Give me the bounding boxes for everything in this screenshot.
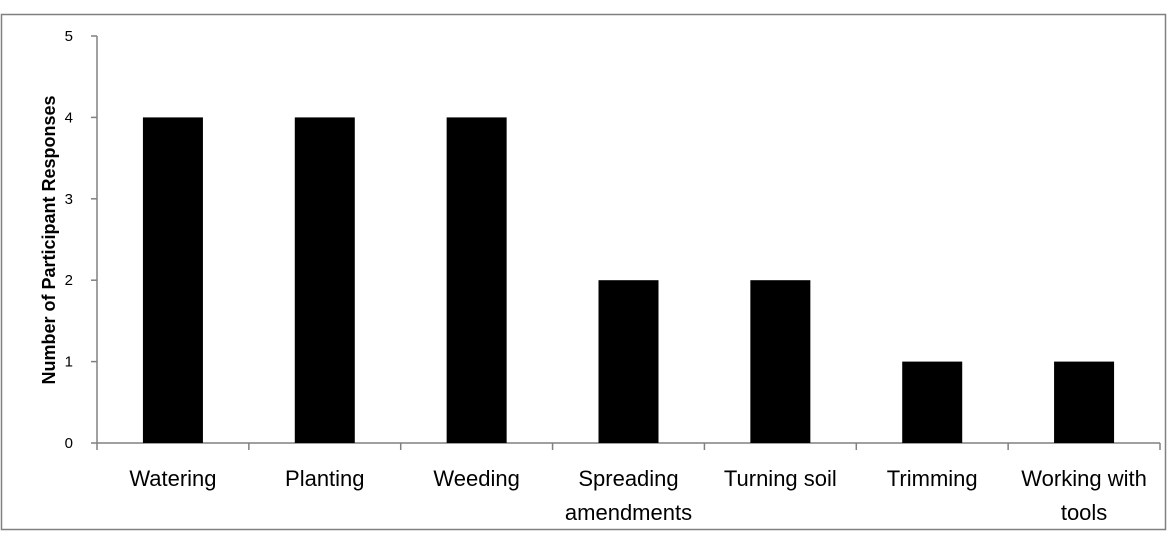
bar (446, 117, 507, 444)
x-category-label: Working with tools (1021, 466, 1147, 525)
y-tick-labels: 0 1 2 3 4 5 (65, 28, 73, 452)
x-category-label-line: Trimming (887, 466, 978, 491)
x-category-label-line: tools (1061, 500, 1107, 525)
y-tick-label: 2 (65, 272, 73, 289)
y-tick-label: 0 (65, 435, 73, 452)
x-category-label: Planting (285, 466, 365, 491)
bar (902, 361, 963, 443)
bar (294, 117, 355, 444)
x-category-label: Watering (129, 466, 216, 491)
bar (598, 280, 659, 443)
x-category-label-line: Weeding (433, 466, 519, 491)
x-category-label-line: Watering (129, 466, 216, 491)
y-axis (91, 35, 98, 444)
x-category-label-line: Planting (285, 466, 365, 491)
bar (1054, 361, 1115, 443)
bars (142, 117, 1115, 444)
x-category-label-line: Working with (1021, 466, 1147, 491)
x-category-labels: Watering Planting Weeding Spreading amendmen… (129, 466, 1147, 525)
y-tick-label: 4 (65, 109, 73, 126)
bar (750, 280, 811, 443)
x-category-label-line: amendments (565, 500, 692, 525)
y-tick-label: 5 (65, 28, 73, 45)
y-tick-label: 3 (65, 191, 73, 208)
x-category-label: Trimming (887, 466, 978, 491)
y-axis-title: Number of Participant Responses (39, 95, 59, 384)
y-tick-label: 1 (65, 354, 73, 371)
x-category-label: Turning soil (724, 466, 837, 491)
x-category-label-line: Spreading (578, 466, 678, 491)
x-category-label: Weeding (433, 466, 519, 491)
bar (142, 117, 203, 444)
x-category-label: Spreading amendments (565, 466, 692, 525)
x-category-label-line: Turning soil (724, 466, 837, 491)
